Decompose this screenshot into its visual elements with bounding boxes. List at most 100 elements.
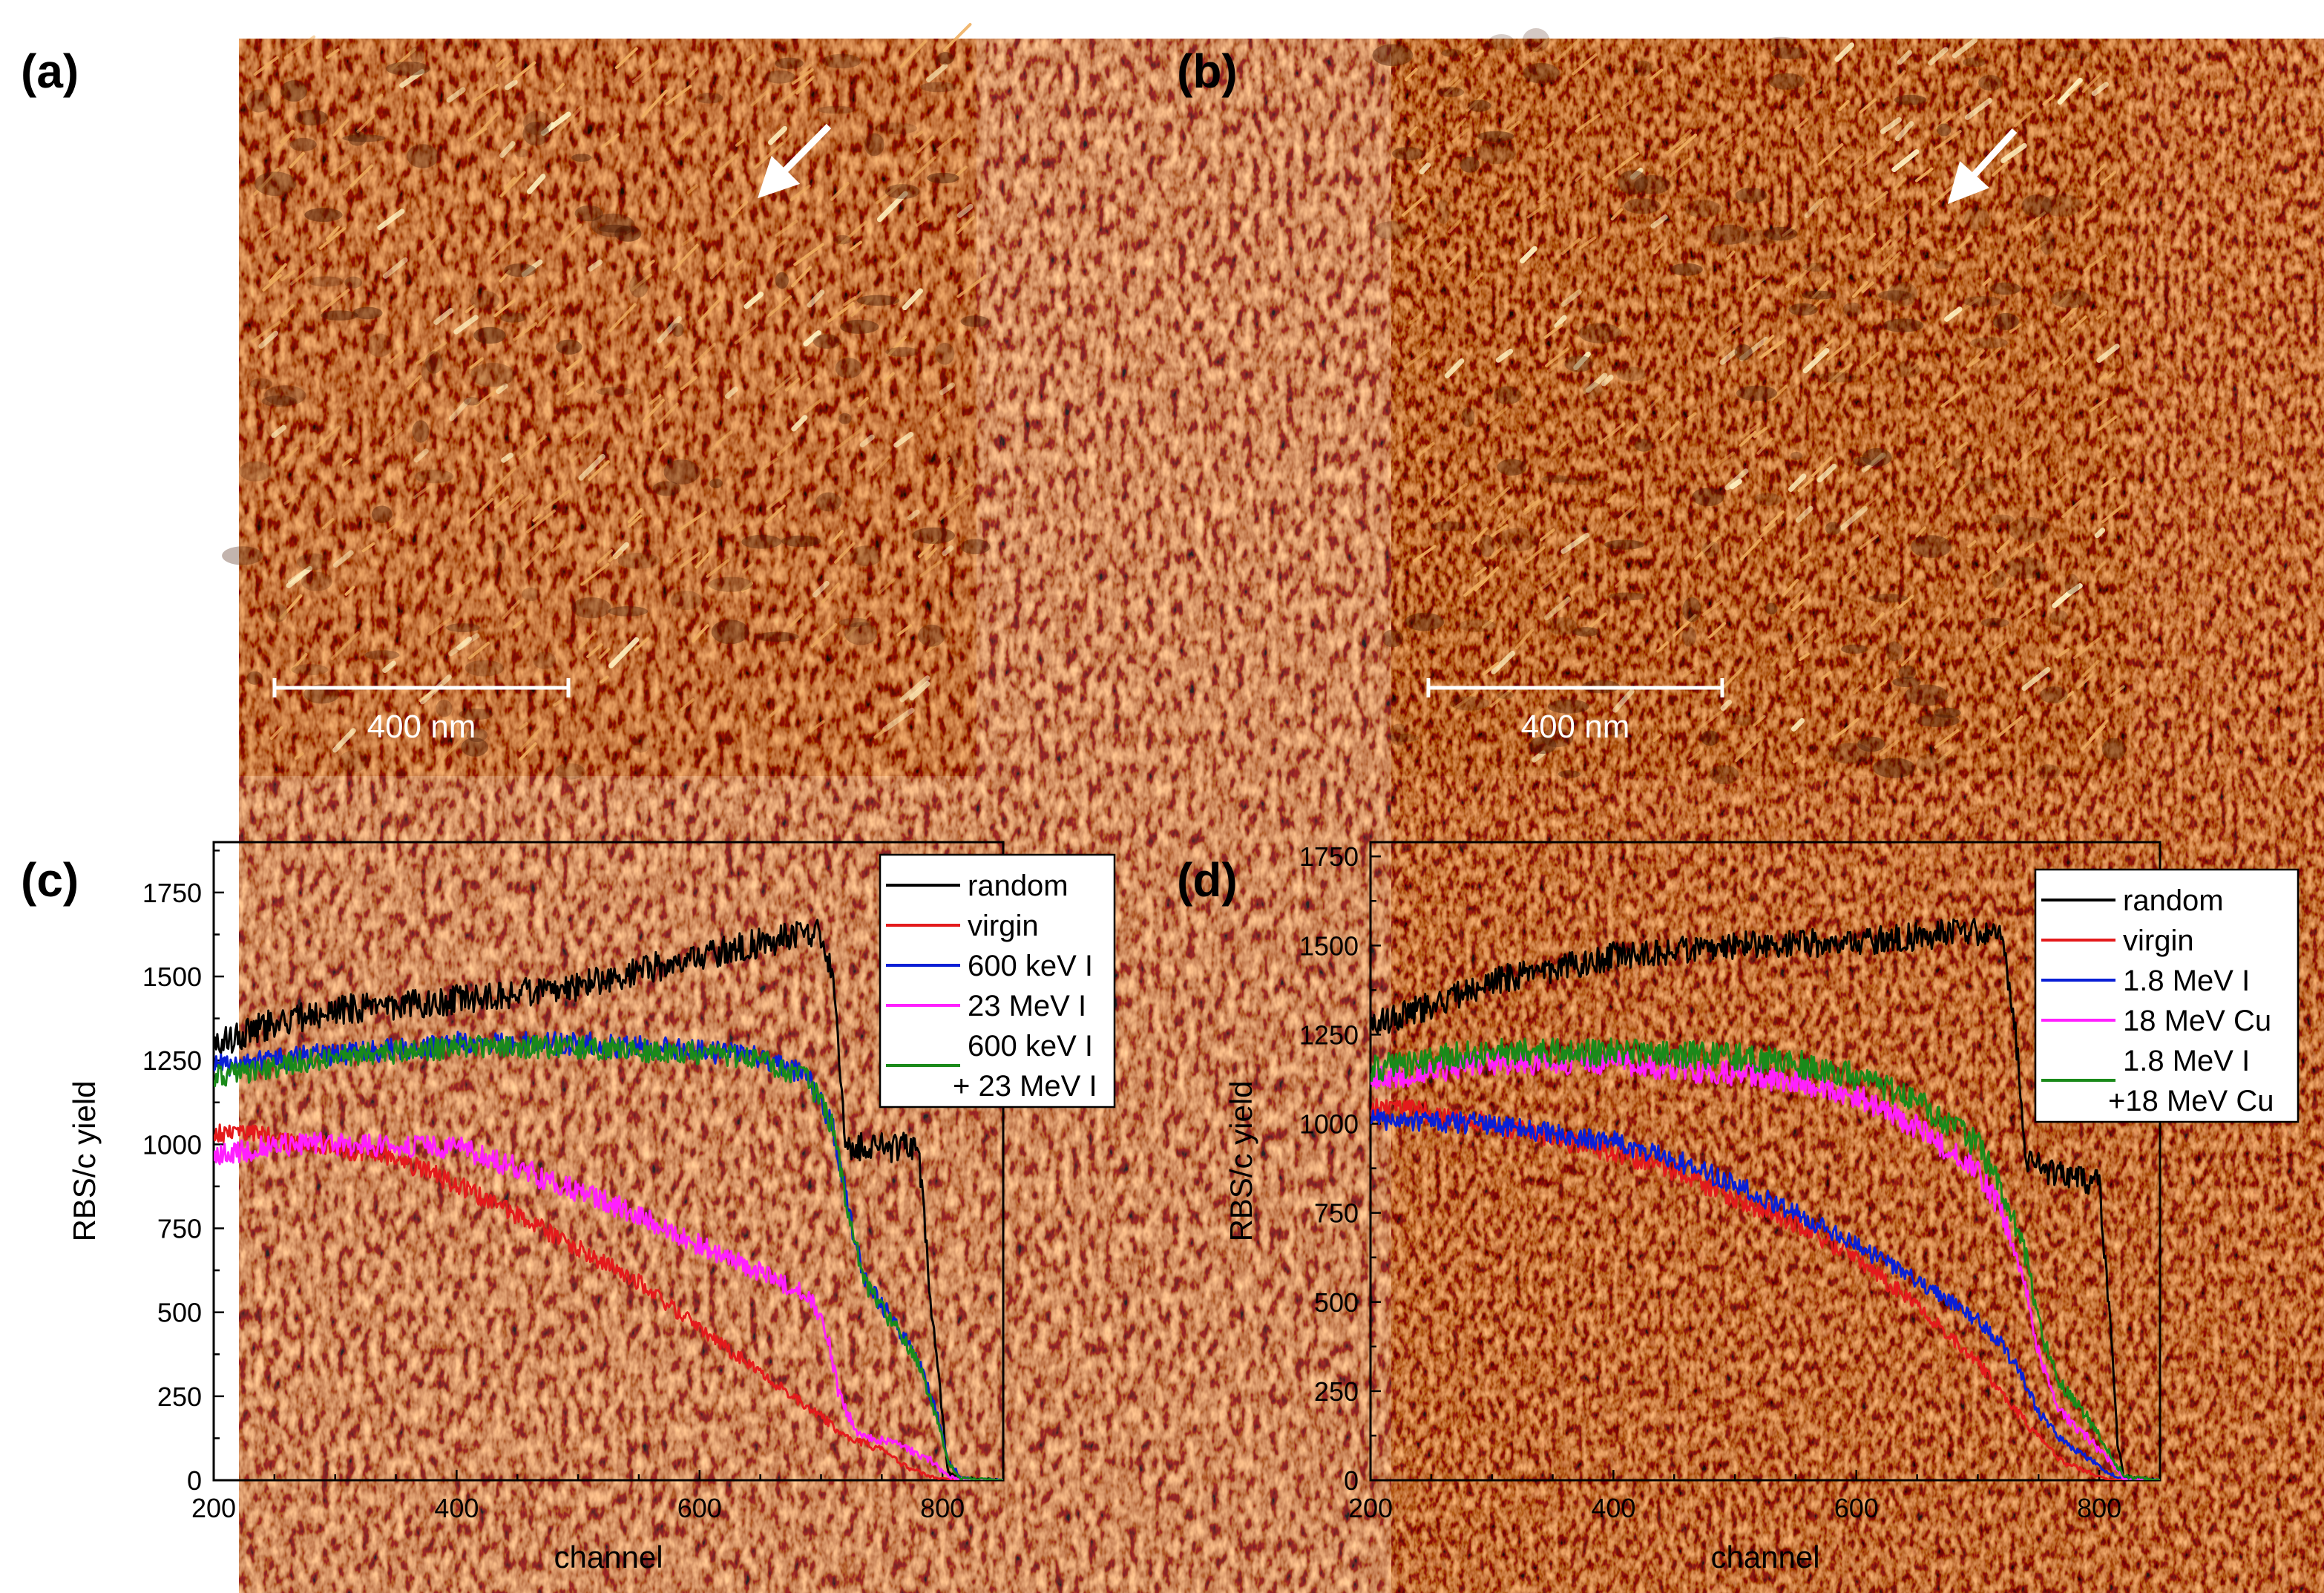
afm-streak — [1687, 213, 1698, 223]
afm-streak — [1503, 109, 1522, 128]
afm-streak — [1791, 594, 1811, 611]
afm-dark-spot — [1753, 493, 1782, 506]
afm-streak — [1482, 662, 1500, 676]
afm-streak — [1964, 97, 1993, 120]
afm-streak — [1560, 237, 1581, 255]
afm-streak — [1537, 193, 1549, 203]
afm-streak — [709, 261, 727, 280]
series-line-18-mev-cu — [1371, 1050, 2160, 1480]
afm-streak — [383, 427, 403, 446]
afm-dark-spot — [1388, 733, 1419, 742]
afm-streak — [641, 89, 668, 119]
afm-streak — [2018, 605, 2035, 620]
afm-dark-spot — [1882, 318, 1924, 332]
afm-streak — [1667, 157, 1691, 178]
afm-streak — [1933, 611, 1952, 628]
afm-streak — [1555, 38, 1580, 63]
afm-dark-spot — [1493, 386, 1522, 405]
afm-streak — [562, 223, 582, 243]
afm-dark-spot — [1764, 226, 1798, 241]
afm-dark-spot — [1477, 131, 1514, 142]
y-tick-label: 1250 — [142, 1045, 202, 1076]
afm-streak — [744, 292, 764, 309]
afm-dark-spot — [2055, 50, 2092, 59]
legend-label: + 23 MeV I — [953, 1070, 1097, 1103]
afm-dark-spot — [504, 263, 536, 277]
afm-streak — [875, 183, 902, 205]
legend-label: virgin — [2123, 924, 2194, 957]
afm-dark-spot — [885, 346, 920, 357]
x-tick-label: 400 — [434, 1493, 479, 1523]
afm-streak — [2058, 691, 2074, 704]
afm-streak — [467, 127, 488, 142]
afm-dark-spot — [1701, 730, 1720, 746]
afm-streak — [915, 217, 928, 227]
afm-streak — [1444, 246, 1467, 270]
afm-streak — [1785, 276, 1798, 289]
afm-streak — [1545, 347, 1569, 368]
afm-streak — [688, 342, 716, 370]
afm-streak — [1652, 733, 1662, 742]
afm-dark-spot — [554, 763, 585, 780]
legend-label: 1.8 MeV I — [2123, 1045, 2250, 1077]
afm-streak — [447, 576, 476, 597]
afm-streak — [1607, 493, 1617, 504]
afm-streak — [1575, 171, 1587, 183]
afm-streak — [1956, 441, 1968, 451]
afm-dark-spot — [596, 387, 634, 396]
afm-streak — [680, 375, 697, 391]
afm-streak — [473, 83, 499, 102]
afm-streak — [2062, 353, 2075, 366]
afm-streak — [2068, 81, 2084, 95]
afm-streak — [382, 660, 396, 674]
afm-dark-spot — [296, 553, 329, 571]
afm-dark-spot — [289, 137, 317, 151]
afm-dark-spot — [249, 378, 272, 390]
afm-streak — [1934, 130, 1962, 151]
afm-streak — [1792, 263, 1816, 286]
afm-streak — [2081, 660, 2100, 678]
arrow-icon-b — [1947, 128, 2018, 204]
afm-streak — [522, 548, 544, 571]
afm-streak — [1859, 98, 1877, 114]
afm-dark-spot — [344, 276, 362, 289]
afm-streak — [876, 191, 908, 223]
afm-streak — [2042, 93, 2056, 106]
scale-bar-b: 400 nm — [1426, 678, 1724, 745]
afm-streak — [356, 114, 375, 134]
afm-streak — [283, 493, 299, 505]
afm-dark-spot — [1557, 770, 1580, 778]
afm-streak — [692, 624, 709, 643]
scale-bar-a: 400 nm — [272, 678, 571, 745]
afm-streak — [580, 562, 610, 586]
afm-streak — [1490, 524, 1509, 538]
afm-streak — [587, 259, 603, 272]
afm-dark-spot — [1828, 743, 1872, 764]
afm-streak — [280, 447, 299, 464]
legend-label: virgin — [968, 910, 1039, 942]
afm-dark-spot — [949, 450, 964, 468]
afm-streak — [1498, 120, 1520, 139]
y-tick-label: 0 — [1344, 1465, 1359, 1496]
afm-streak — [453, 315, 479, 335]
afm-streak — [1945, 104, 1969, 122]
legend-label: 600 keV I — [968, 950, 1093, 982]
afm-streak — [513, 61, 536, 81]
afm-dark-spot — [2036, 764, 2061, 781]
afm-dark-spot — [1969, 337, 2008, 349]
afm-streak — [657, 402, 679, 425]
afm-streak — [2094, 561, 2106, 574]
afm-dark-spot — [850, 545, 882, 567]
afm-streak — [253, 56, 279, 76]
afm-dark-spot — [499, 312, 527, 323]
afm-streak — [1554, 315, 1567, 329]
afm-streak — [631, 273, 652, 292]
series-line-1-8-mev-i-18-mev-cu — [1371, 1037, 2160, 1480]
y-tick-label: 1000 — [142, 1129, 202, 1160]
afm-dark-spot — [617, 552, 660, 569]
afm-streak — [330, 631, 360, 660]
afm-streak — [1465, 45, 1475, 54]
afm-dark-spot — [493, 540, 506, 562]
afm-streak — [535, 300, 548, 313]
afm-dark-spot — [1817, 372, 1857, 383]
